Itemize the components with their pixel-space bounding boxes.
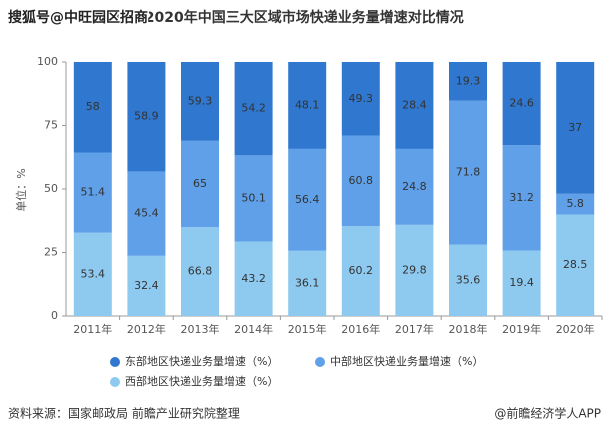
- y-tick-label: 75: [44, 119, 58, 132]
- bar-segment: [341, 226, 380, 316]
- bar-segment: [395, 224, 434, 316]
- value-label: 66.8: [188, 265, 213, 278]
- x-tick-label: 2019年: [502, 322, 541, 336]
- bar-segment: [395, 148, 434, 225]
- y-tick-label: 100: [37, 55, 58, 68]
- bar-segment: [395, 62, 434, 149]
- value-label: 31.2: [509, 191, 534, 204]
- legend-label: 西部地区快递业务量增速（%）: [125, 374, 278, 388]
- value-label: 28.4: [402, 98, 427, 111]
- bar-segment: [341, 135, 380, 227]
- y-tick-label: 25: [44, 246, 58, 259]
- value-label: 71.8: [456, 166, 481, 179]
- bar-segment: [449, 62, 487, 101]
- value-label: 59.3: [188, 94, 213, 107]
- bar-segment: [73, 152, 112, 233]
- bar-segment: [127, 255, 166, 316]
- value-label: 56.4: [295, 193, 320, 206]
- value-label: 35.6: [456, 273, 481, 286]
- bar-segment: [234, 155, 273, 242]
- value-label: 5.8: [566, 197, 584, 210]
- bar-segment: [288, 62, 327, 149]
- y-tick-label: 0: [51, 309, 58, 322]
- bar-segment: [127, 171, 166, 256]
- legend-label: 东部地区快递业务量增速（%）: [125, 354, 278, 368]
- bar-segment: [556, 214, 595, 316]
- value-label: 50.1: [241, 191, 266, 204]
- value-label: 54.2: [241, 102, 266, 115]
- bar-segment: [181, 227, 219, 316]
- value-label: 60.8: [349, 174, 374, 187]
- bar-segment: [288, 250, 327, 316]
- bar-segment: [127, 62, 166, 172]
- value-label: 19.3: [456, 74, 481, 87]
- value-label: 51.4: [81, 186, 106, 199]
- brand: @前瞻经济学人APP: [494, 406, 601, 421]
- legend-marker: [110, 357, 120, 367]
- value-label: 48.1: [295, 98, 320, 111]
- value-label: 58.9: [134, 110, 159, 123]
- x-tick-label: 2020年: [556, 322, 595, 336]
- x-tick-label: 2014年: [234, 322, 273, 336]
- bar-segment: [341, 62, 380, 136]
- bar-segment: [73, 62, 112, 153]
- value-label: 29.8: [402, 263, 427, 276]
- legend-label: 中部地区快递业务量增速（%）: [330, 354, 483, 368]
- x-tick-label: 2018年: [449, 322, 488, 336]
- bar-segment: [73, 232, 112, 316]
- value-label: 65: [193, 177, 207, 190]
- x-tick-label: 2015年: [288, 322, 327, 336]
- bar-segment: [502, 250, 541, 316]
- x-tick-label: 2012年: [127, 322, 166, 336]
- source: 资料来源：国家邮政局 前瞻产业研究院整理: [8, 406, 240, 421]
- value-label: 58: [86, 100, 100, 113]
- value-label: 24.6: [509, 97, 534, 110]
- value-label: 19.4: [509, 276, 534, 289]
- bar-segment: [502, 62, 541, 146]
- value-label: 45.4: [134, 207, 159, 220]
- value-label: 37: [568, 121, 582, 134]
- legend-marker: [315, 357, 325, 367]
- value-label: 49.3: [349, 92, 374, 105]
- value-label: 53.4: [81, 267, 106, 280]
- bar-segment: [288, 148, 327, 251]
- watermark: 搜狐号@中旺园区招商: [8, 9, 148, 26]
- y-tick-label: 50: [44, 182, 58, 195]
- bar-segment: [181, 140, 219, 228]
- chart-title: 2011-2020年中国三大区域市场快递业务量增速对比情况: [100, 9, 464, 26]
- legend-marker: [110, 377, 120, 387]
- bar-segment: [234, 241, 273, 316]
- bar-segment: [556, 193, 595, 215]
- x-tick-label: 2011年: [73, 322, 112, 336]
- bar-segment: [556, 62, 595, 194]
- value-label: 24.8: [402, 180, 427, 193]
- bar-segment: [449, 244, 487, 316]
- x-tick-label: 2013年: [181, 322, 220, 336]
- bar-segment: [502, 145, 541, 251]
- y-axis-label: 单位：%: [14, 168, 28, 211]
- bar-segment: [234, 62, 273, 156]
- bar-segment: [181, 62, 219, 141]
- value-label: 60.2: [349, 264, 374, 277]
- value-label: 36.1: [295, 276, 320, 289]
- value-label: 43.2: [241, 272, 266, 285]
- bar-segment: [449, 100, 487, 245]
- x-tick-label: 2016年: [341, 322, 380, 336]
- x-tick-label: 2017年: [395, 322, 434, 336]
- value-label: 32.4: [134, 279, 159, 292]
- value-label: 28.5: [563, 258, 588, 271]
